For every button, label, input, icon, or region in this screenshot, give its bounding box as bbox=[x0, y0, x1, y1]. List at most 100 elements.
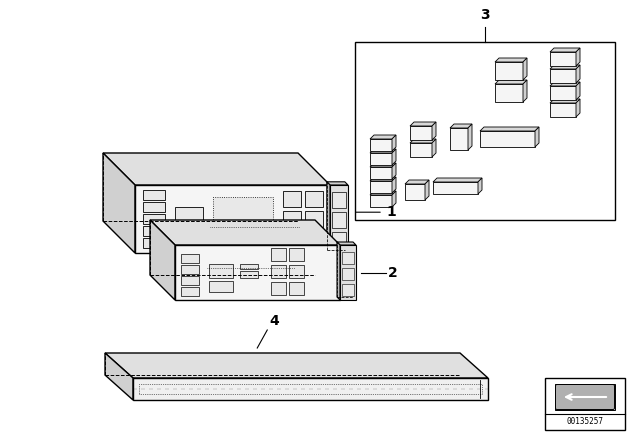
Bar bbox=[545, 378, 625, 430]
Polygon shape bbox=[370, 163, 396, 167]
Polygon shape bbox=[550, 86, 576, 100]
Polygon shape bbox=[433, 178, 482, 182]
Bar bbox=[305, 211, 323, 227]
Bar bbox=[332, 232, 346, 248]
FancyBboxPatch shape bbox=[556, 384, 614, 409]
Bar bbox=[209, 281, 233, 292]
Bar bbox=[342, 252, 354, 264]
Polygon shape bbox=[550, 99, 580, 103]
Bar bbox=[283, 191, 301, 207]
Polygon shape bbox=[478, 178, 482, 194]
Text: 3: 3 bbox=[480, 8, 490, 22]
Polygon shape bbox=[550, 65, 580, 69]
Polygon shape bbox=[410, 143, 432, 157]
Bar bbox=[271, 282, 286, 295]
Polygon shape bbox=[495, 62, 523, 80]
Bar bbox=[342, 268, 354, 280]
Polygon shape bbox=[535, 127, 539, 147]
Bar bbox=[143, 226, 165, 236]
Text: 00135257: 00135257 bbox=[566, 417, 604, 426]
Polygon shape bbox=[495, 80, 527, 84]
Polygon shape bbox=[103, 153, 330, 185]
Polygon shape bbox=[410, 139, 436, 143]
Text: 4: 4 bbox=[269, 314, 279, 328]
Polygon shape bbox=[337, 242, 356, 245]
Polygon shape bbox=[550, 52, 576, 66]
Polygon shape bbox=[337, 242, 340, 300]
Bar bbox=[289, 265, 304, 278]
Bar bbox=[289, 248, 304, 261]
Polygon shape bbox=[480, 127, 539, 131]
Polygon shape bbox=[550, 69, 576, 83]
Bar bbox=[181, 276, 199, 285]
Polygon shape bbox=[370, 139, 392, 151]
Polygon shape bbox=[495, 84, 523, 102]
Polygon shape bbox=[410, 122, 436, 126]
Bar bbox=[175, 227, 203, 243]
Bar bbox=[240, 271, 258, 278]
Polygon shape bbox=[405, 180, 429, 184]
Bar bbox=[215, 229, 241, 245]
Bar bbox=[247, 237, 267, 245]
Bar bbox=[305, 191, 323, 207]
Bar bbox=[181, 254, 199, 263]
Bar bbox=[181, 287, 199, 296]
Polygon shape bbox=[405, 184, 425, 200]
Polygon shape bbox=[370, 195, 392, 207]
Polygon shape bbox=[450, 128, 468, 150]
Bar bbox=[139, 384, 482, 394]
Polygon shape bbox=[150, 220, 340, 245]
Bar bbox=[342, 284, 354, 296]
Polygon shape bbox=[103, 153, 135, 253]
Polygon shape bbox=[133, 378, 488, 400]
Polygon shape bbox=[370, 149, 396, 153]
Polygon shape bbox=[370, 135, 396, 139]
Polygon shape bbox=[550, 82, 580, 86]
Bar bbox=[271, 248, 286, 261]
Bar bbox=[355, 42, 615, 220]
Polygon shape bbox=[433, 182, 478, 194]
Polygon shape bbox=[392, 191, 396, 207]
Polygon shape bbox=[555, 384, 615, 410]
Polygon shape bbox=[392, 163, 396, 179]
Polygon shape bbox=[392, 135, 396, 151]
Bar bbox=[271, 265, 286, 278]
Bar bbox=[283, 231, 301, 247]
Polygon shape bbox=[370, 191, 396, 195]
Polygon shape bbox=[450, 124, 472, 128]
Bar bbox=[143, 190, 165, 200]
Polygon shape bbox=[495, 58, 527, 62]
Polygon shape bbox=[327, 182, 330, 253]
Polygon shape bbox=[105, 353, 488, 378]
Bar bbox=[143, 214, 165, 224]
Bar bbox=[283, 211, 301, 227]
Polygon shape bbox=[432, 139, 436, 157]
Polygon shape bbox=[576, 99, 580, 117]
Polygon shape bbox=[370, 181, 392, 193]
Bar bbox=[240, 264, 258, 269]
Polygon shape bbox=[523, 80, 527, 102]
Polygon shape bbox=[576, 82, 580, 100]
Polygon shape bbox=[175, 245, 340, 300]
Polygon shape bbox=[392, 149, 396, 165]
Polygon shape bbox=[105, 353, 133, 400]
Bar bbox=[289, 282, 304, 295]
Polygon shape bbox=[550, 48, 580, 52]
Text: 1: 1 bbox=[386, 205, 396, 219]
Bar bbox=[247, 229, 267, 235]
Bar bbox=[213, 197, 273, 221]
Polygon shape bbox=[150, 220, 175, 300]
Polygon shape bbox=[576, 48, 580, 66]
Polygon shape bbox=[523, 58, 527, 80]
Bar bbox=[332, 212, 346, 228]
Polygon shape bbox=[468, 124, 472, 150]
Polygon shape bbox=[432, 122, 436, 140]
Polygon shape bbox=[370, 167, 392, 179]
Polygon shape bbox=[576, 65, 580, 83]
Text: 2: 2 bbox=[388, 266, 397, 280]
Bar bbox=[143, 202, 165, 212]
Polygon shape bbox=[410, 126, 432, 140]
Bar bbox=[181, 265, 199, 274]
Polygon shape bbox=[370, 153, 392, 165]
Polygon shape bbox=[135, 185, 330, 253]
